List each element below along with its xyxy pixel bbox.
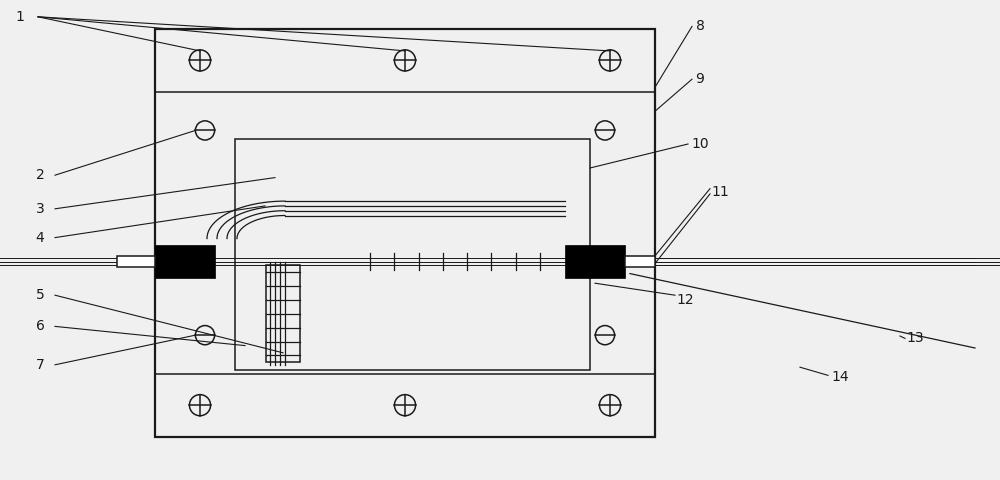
Text: 14: 14: [831, 370, 849, 384]
Bar: [155, 245, 215, 278]
Text: 9: 9: [696, 72, 704, 86]
Text: 11: 11: [711, 185, 729, 199]
Bar: [565, 245, 625, 278]
Text: 12: 12: [676, 293, 694, 307]
Bar: [235, 139, 590, 370]
Text: 1: 1: [16, 10, 24, 24]
Text: 6: 6: [36, 319, 44, 334]
Text: 13: 13: [906, 331, 924, 346]
Text: 8: 8: [696, 19, 704, 34]
Text: 7: 7: [36, 358, 44, 372]
Text: 4: 4: [36, 230, 44, 245]
Bar: [117, 256, 155, 267]
Text: 10: 10: [691, 137, 709, 151]
Text: 5: 5: [36, 288, 44, 302]
Bar: [266, 265, 300, 362]
Text: 2: 2: [36, 168, 44, 182]
Bar: [625, 256, 655, 267]
Text: 3: 3: [36, 202, 44, 216]
Bar: [155, 29, 655, 437]
